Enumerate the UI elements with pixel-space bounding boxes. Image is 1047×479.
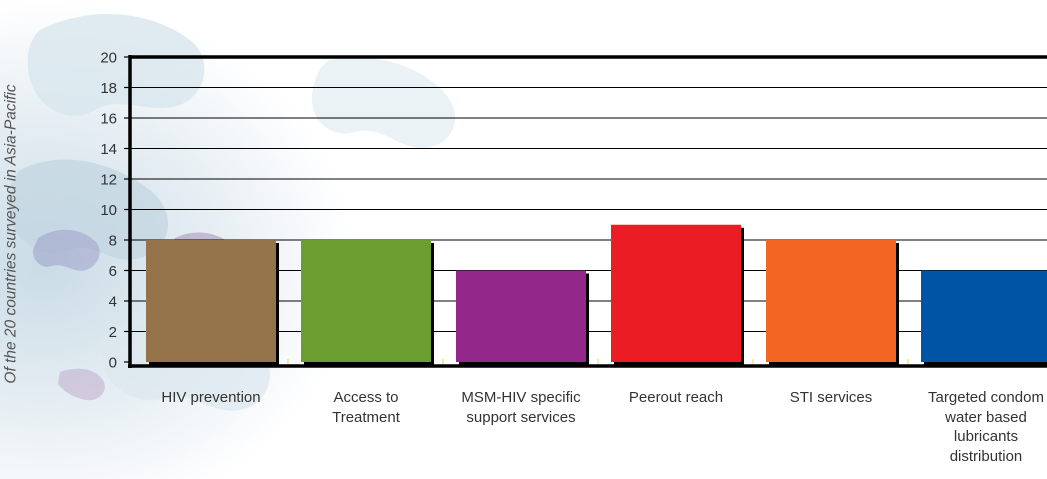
y-tick-label-6: 6 [109, 263, 117, 280]
bars [146, 224, 1047, 365]
x-tick-label-1: HIV prevention [161, 389, 261, 406]
x-tick-label-4: Peerout reach [628, 389, 724, 406]
bar-2 [301, 240, 431, 362]
y-tick-label-10: 10 [100, 202, 117, 219]
y-tick-label-0: 0 [109, 355, 117, 372]
x-tick-label-2: Access to Treatment [332, 389, 400, 426]
x-tick-label-3: MSM-HIV specific support services [461, 389, 581, 426]
bar-1 [146, 240, 276, 362]
x-tick-label-5: STI services [789, 389, 873, 406]
y-tick-label-4: 4 [109, 294, 117, 311]
y-tick-label-18: 18 [100, 80, 117, 97]
y-tick-label-20: 20 [100, 50, 117, 67]
y-tick-labels: 0 2 4 6 8 10 12 14 16 18 20 [100, 50, 130, 372]
y-axis-title-text: Of the 20 countries surveyed in Asia-Pac… [3, 84, 21, 384]
bar-6 [921, 270, 1047, 362]
y-tick-label-8: 8 [109, 233, 117, 250]
y-tick-label-14: 14 [100, 141, 117, 158]
bar-5 [766, 240, 896, 362]
y-tick-label-16: 16 [100, 111, 117, 128]
y-tick-label-2: 2 [109, 324, 117, 341]
bar-3 [456, 270, 586, 362]
y-tick-label-12: 12 [100, 172, 117, 189]
x-tick-label-6: Targeted condom water based lubricants d… [928, 389, 1044, 465]
bar-4 [611, 224, 741, 362]
y-axis-title: Of the 20 countries surveyed in Asia-Pac… [3, 4, 21, 464]
axes [128, 55, 1047, 368]
